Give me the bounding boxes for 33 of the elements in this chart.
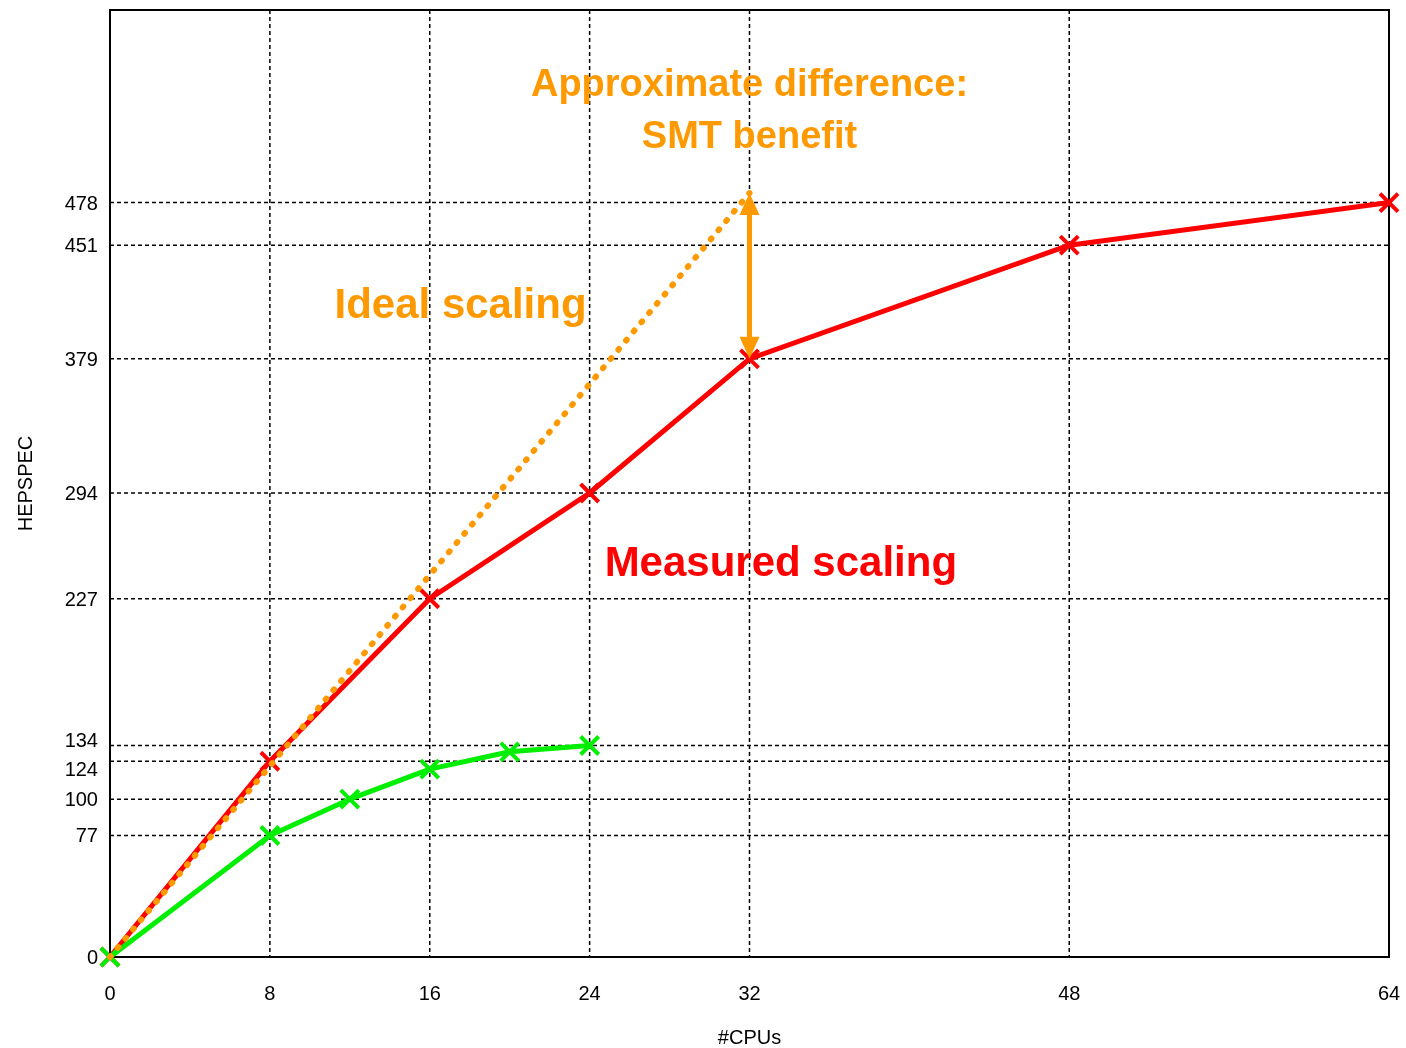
x-tick-label: 16 (418, 982, 441, 1004)
y-tick-label: 100 (64, 788, 98, 811)
y-tick-label: 294 (64, 481, 98, 504)
point (738, 347, 761, 370)
y-tick-label: 478 (64, 191, 98, 214)
y-tick-label: 0 (86, 946, 98, 968)
point (1058, 234, 1081, 257)
point (1378, 191, 1400, 214)
point (418, 758, 441, 781)
point (258, 824, 281, 847)
y-tick-label: 134 (64, 728, 98, 751)
annotation: Approximate difference: (530, 62, 969, 104)
x-tick-label: 8 (264, 982, 276, 1004)
point (578, 734, 601, 757)
y-tick-label: 227 (64, 587, 98, 610)
y-tick-label: 77 (75, 824, 98, 847)
y-tick-label: 379 (64, 347, 98, 370)
x-tick-label: 48 (1058, 982, 1081, 1004)
x-tick-label: 0 (104, 982, 116, 1004)
series-label: Measured scaling (604, 537, 958, 585)
point (338, 788, 361, 811)
y-tick-label: 451 (64, 234, 98, 257)
point (418, 587, 441, 610)
point (578, 481, 601, 504)
y-axis-title: HEPSPEC (14, 435, 36, 532)
series-label: Ideal scaling (334, 280, 587, 328)
x-axis-title: #CPUs (717, 1026, 782, 1048)
x-tick-label: 64 (1377, 982, 1401, 1004)
x-tick-label: 32 (738, 982, 761, 1004)
y-tick-label: 124 (64, 758, 98, 781)
annotation: SMT benefit (641, 114, 858, 156)
point (498, 740, 521, 763)
x-tick-label: 24 (578, 982, 601, 1004)
